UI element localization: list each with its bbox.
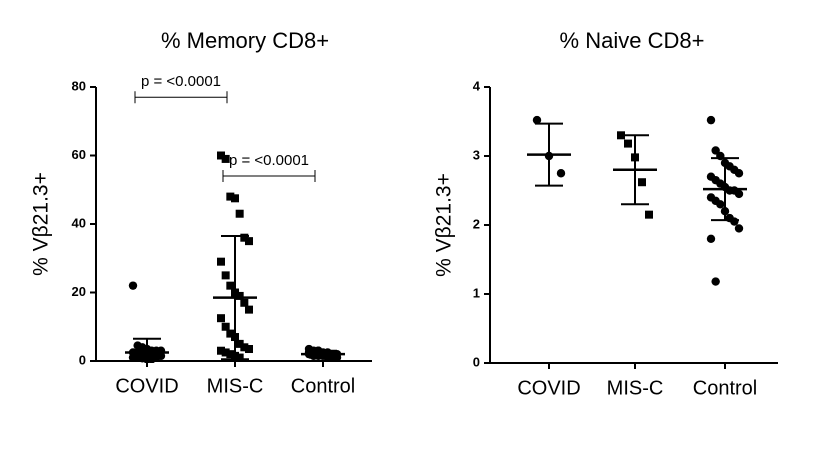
data-point (706, 115, 716, 125)
x-tick-label: Control (693, 377, 757, 399)
data-point (245, 237, 253, 246)
data-point (217, 346, 225, 355)
data-point (235, 339, 244, 348)
data-point (235, 353, 244, 362)
data-point (711, 277, 720, 286)
data-point (221, 322, 230, 331)
y-tick-label: 20 (72, 284, 86, 299)
data-point (716, 200, 725, 209)
data-point (217, 257, 225, 266)
data-point (217, 151, 225, 160)
data-point (128, 281, 138, 290)
y-axis-label: % Vβ21.3+ (30, 172, 53, 276)
data-point (226, 281, 235, 290)
data-point (221, 348, 230, 357)
data-point (226, 329, 235, 338)
x-tick-label: Control (291, 375, 355, 397)
data-point (221, 154, 230, 163)
significance-label: p = <0.0001 (229, 152, 309, 169)
data-point (221, 271, 230, 280)
x-tick-label: COVID (115, 375, 178, 397)
data-point (645, 210, 653, 219)
x-tick-label: MIS-C (207, 375, 264, 397)
chart-title: % Naive CD8+ (560, 28, 705, 53)
data-point (152, 353, 161, 362)
data-point (240, 233, 249, 242)
data-point (226, 350, 235, 359)
data-point (231, 194, 239, 203)
y-tick-label: 0 (473, 354, 480, 369)
data-point (734, 224, 744, 233)
data-point (240, 343, 249, 352)
data-point (532, 115, 542, 125)
data-point (730, 217, 739, 226)
y-tick-label: 4 (473, 78, 481, 93)
chart-title: % Memory CD8+ (161, 28, 329, 53)
data-point (711, 146, 720, 155)
data-point (235, 291, 244, 300)
y-tick-label: 0 (79, 352, 86, 367)
y-tick-label: 1 (473, 285, 480, 300)
data-point (638, 178, 646, 187)
data-point (217, 314, 225, 323)
x-tick-label: COVID (517, 377, 580, 399)
y-axis-label: % Vβ21.3+ (433, 173, 456, 277)
data-point (556, 169, 566, 178)
plot-area (125, 151, 345, 363)
data-point (235, 209, 244, 218)
y-tick-label: 60 (72, 147, 86, 162)
y-tick-label: 80 (72, 78, 86, 93)
y-tick-label: 40 (72, 215, 86, 230)
data-point (245, 345, 253, 354)
y-tick-label: 3 (473, 147, 480, 162)
data-point (734, 169, 744, 178)
x-tick-label: MIS-C (607, 377, 664, 399)
data-point (226, 192, 235, 201)
data-point (734, 189, 744, 199)
plot-area (527, 115, 747, 286)
y-tick-label: 2 (473, 216, 480, 231)
data-point (240, 298, 249, 307)
significance-label: p = <0.0001 (141, 73, 221, 90)
data-point (706, 234, 716, 243)
data-point (624, 139, 632, 148)
data-point (245, 305, 253, 314)
